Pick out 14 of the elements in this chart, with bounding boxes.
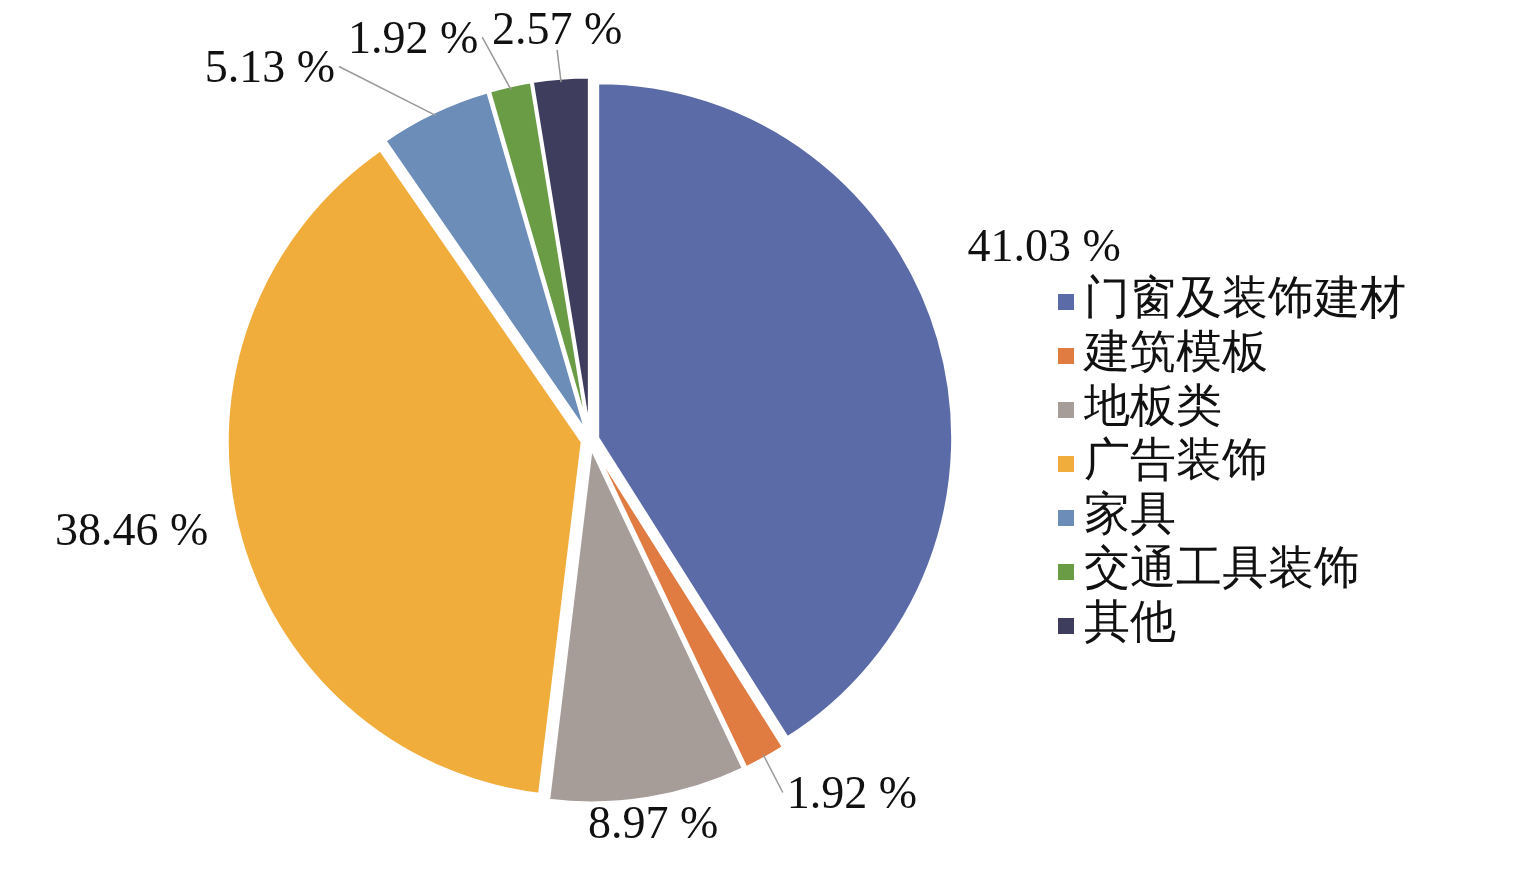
data-label: 1.92 % [347, 11, 479, 63]
legend-label: 交通工具装饰 [1084, 541, 1360, 593]
legend-label: 广告装饰 [1084, 433, 1268, 485]
data-label: 38.46 % [55, 503, 209, 555]
data-label: 8.97 % [587, 797, 719, 849]
data-label: 41.03 % [967, 220, 1121, 272]
data-label: 5.13 % [204, 41, 336, 92]
legend-label: 门窗及装饰建材 [1084, 271, 1406, 323]
legend-label: 家具 [1084, 487, 1176, 539]
legend-label: 地板类 [1083, 379, 1222, 431]
legend-label: 其他 [1084, 595, 1176, 647]
legend-label: 建筑模板 [1083, 325, 1268, 377]
data-label: 1.92 % [786, 766, 918, 818]
data-label: 2.57 % [491, 2, 623, 54]
